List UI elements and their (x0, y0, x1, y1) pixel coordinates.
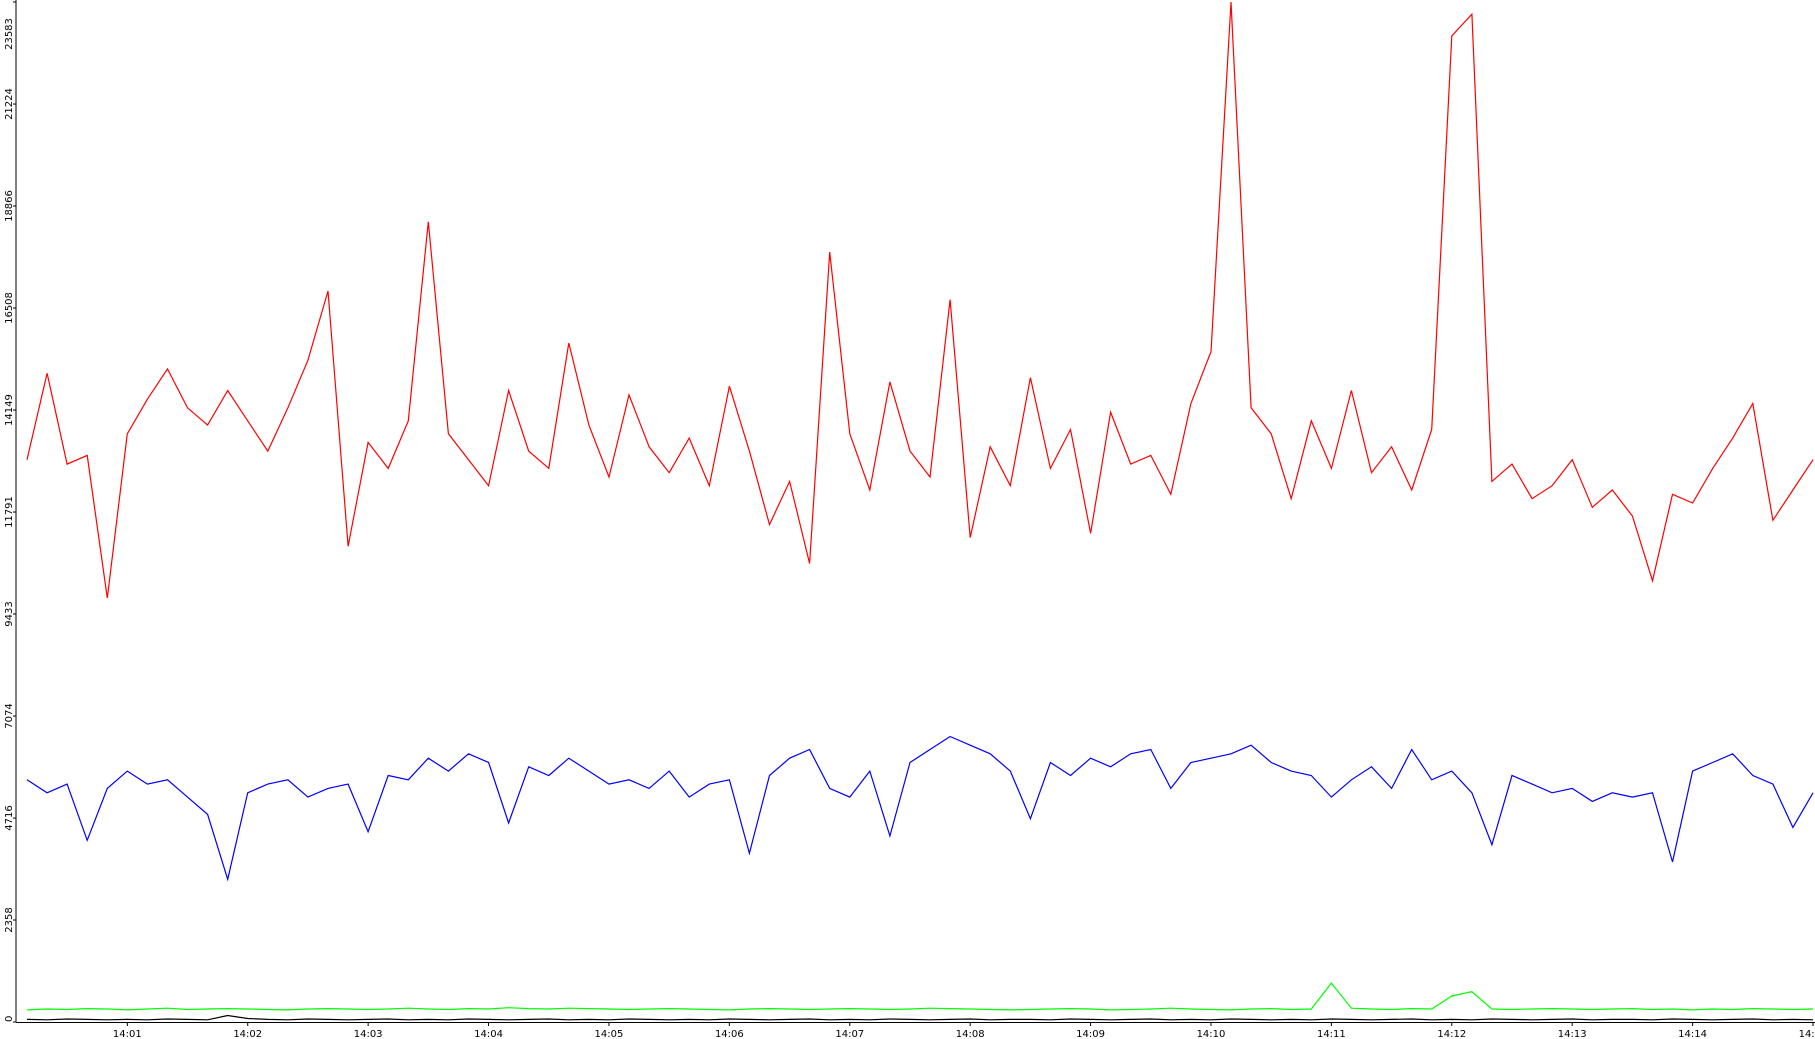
y-tick-label: 7074 (4, 703, 15, 728)
x-tick-label: 14:10 (1197, 1029, 1226, 1039)
x-tick-label: 14:01 (113, 1029, 142, 1039)
y-tick-label: 14149 (4, 394, 15, 426)
series-line (26, 1, 1814, 599)
x-tick-label: 14:14 (1678, 1029, 1707, 1039)
x-tick-label: 14:12 (1437, 1029, 1466, 1039)
x-tick-label: 14:05 (595, 1029, 624, 1039)
x-tick-label: 14:03 (354, 1029, 383, 1039)
x-tick-label: 14:06 (715, 1029, 744, 1039)
y-tick-label: 18866 (4, 190, 15, 222)
x-tick-label: 14:08 (956, 1029, 985, 1039)
x-tick-label: 14:13 (1558, 1029, 1587, 1039)
series-line (26, 982, 1814, 1011)
y-tick-label: 16508 (4, 292, 15, 324)
x-tick-label: 14:04 (474, 1029, 503, 1039)
x-tick-label: 14:15 (1799, 1029, 1815, 1039)
x-tick-label: 14:02 (233, 1029, 262, 1039)
y-tick-label: 11791 (4, 496, 15, 528)
x-tick-label: 14:11 (1317, 1029, 1346, 1039)
x-tick-label: 14:07 (835, 1029, 864, 1039)
y-tick-label: 4716 (4, 805, 15, 830)
series-line (26, 735, 1814, 882)
y-tick-label: 9433 (4, 601, 15, 626)
y-tick-label: 23583 (4, 18, 15, 50)
y-tick-label: 21224 (4, 88, 15, 120)
series-line (26, 1014, 1814, 1021)
x-tick-label: 14:09 (1076, 1029, 1105, 1039)
y-tick-label: 0 (4, 1016, 15, 1022)
y-tick-label: 2358 (4, 907, 15, 932)
